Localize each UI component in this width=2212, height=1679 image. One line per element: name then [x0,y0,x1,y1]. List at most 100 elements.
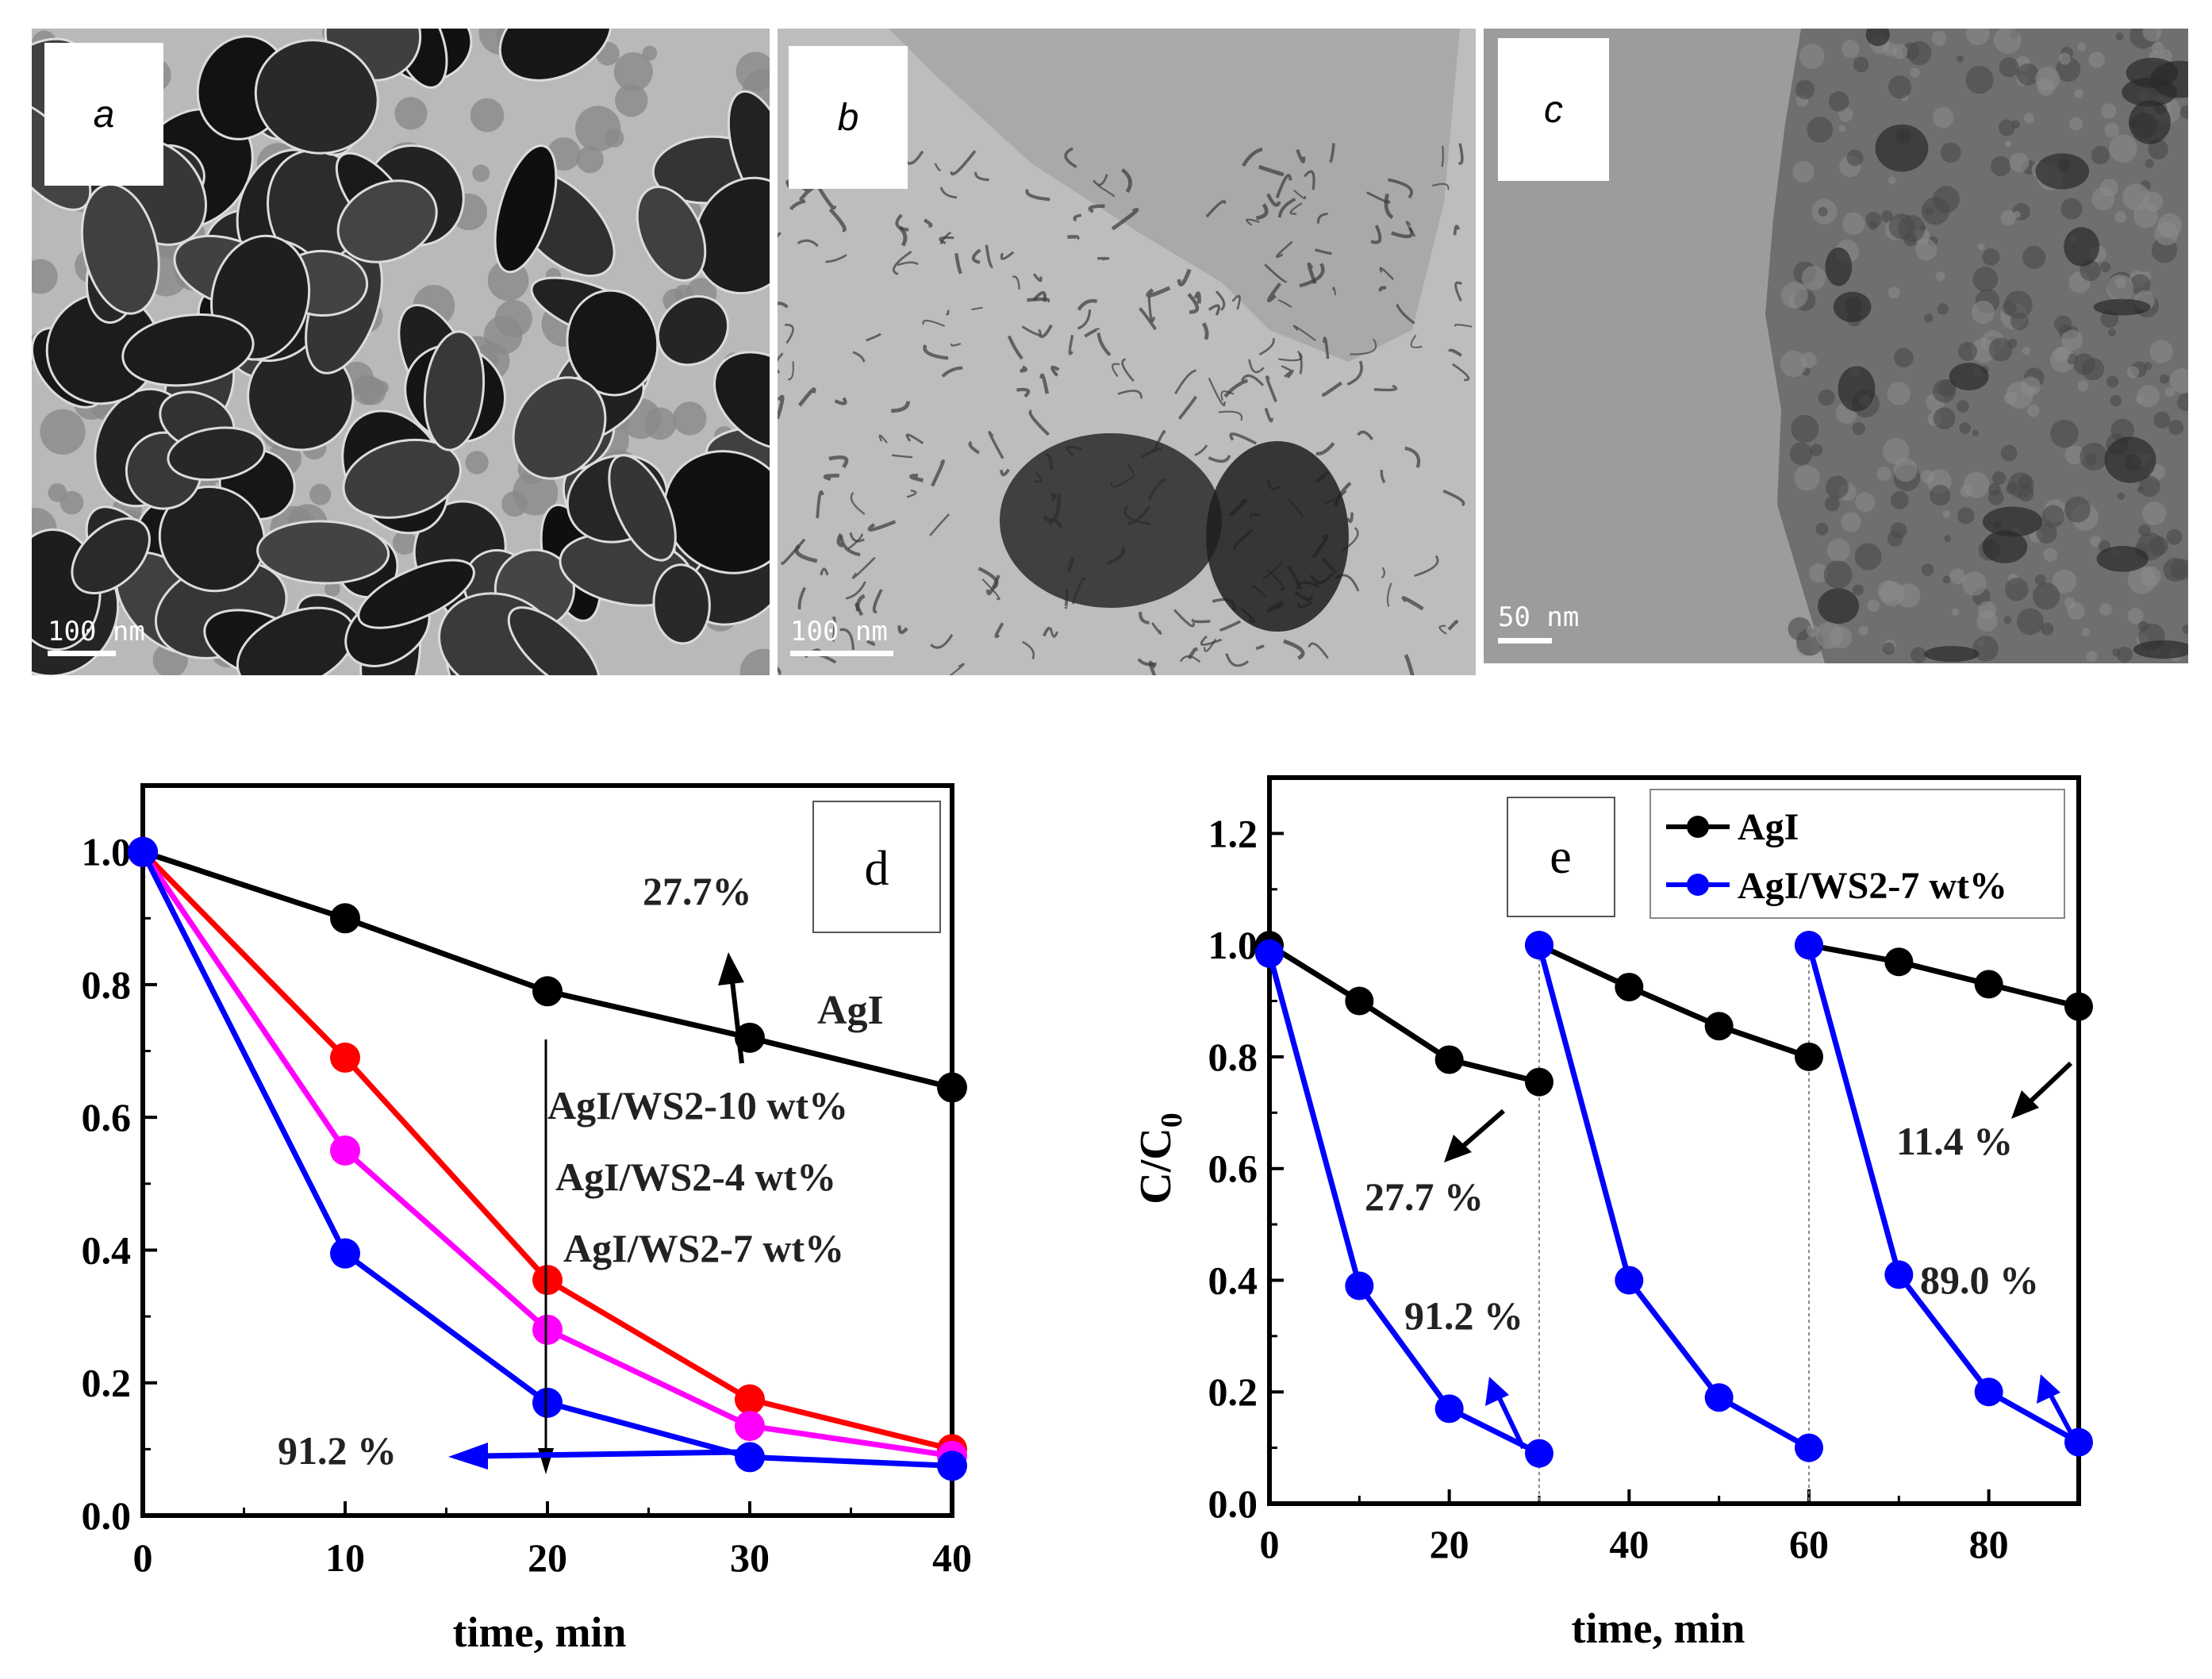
x-axis-label-e: time, min [1572,1604,1745,1652]
sheet-fold [1380,470,1386,484]
sheet-fold [1174,369,1197,394]
texture-grain [2016,63,2039,86]
texture-grain [2112,647,2121,657]
texture-grain [2107,328,2116,337]
sheet-fold [1281,365,1292,371]
texture-grain [1890,490,1909,509]
sheet-fold [1229,432,1257,445]
sheet-fold [1043,626,1050,637]
y-tick-label: 0.8 [82,962,132,1007]
texture-grain [2090,536,2102,548]
nanoparticle [636,186,707,282]
data-point [1795,1433,1823,1462]
sheet-fold [974,171,989,182]
sheet-fold [1139,307,1158,331]
texture-grain [1893,458,1918,482]
sheet-fold [1258,337,1275,355]
sheet-fold [1448,348,1462,357]
sheet-fold [1147,297,1156,322]
sheet-fold [1137,658,1158,667]
sheet-fold [1388,178,1413,199]
data-point [735,1411,765,1442]
nanoparticle [254,39,379,155]
sheet-fold [1315,248,1332,256]
sheet-fold [1208,455,1231,463]
texture-grain [1892,44,1908,60]
texture-grain [2034,574,2046,586]
x-tick-label: 30 [730,1535,770,1580]
sheet-fold [939,186,958,199]
tem-image-c: c 50 nm [1484,29,2188,663]
data-point [532,1265,563,1296]
sheet-fold [1447,620,1458,631]
texture-grain [2064,445,2084,465]
texture-grain [1895,583,1921,608]
sheet-fold [988,431,1004,459]
sheet-fold [1299,263,1325,288]
agi-particle [1924,646,1980,663]
texture-grain [1809,563,1829,583]
sheet-fold [816,184,837,210]
data-point [330,1238,360,1269]
nanoparticle [608,454,677,562]
texture-grain [1942,509,1951,518]
annotation-91.2: 91.2 % [278,1428,397,1473]
y-tick-label: 0.0 [82,1493,132,1538]
texture-grain [1930,484,1951,506]
sheet-fold [1454,281,1463,302]
sheet-fold [1396,303,1415,325]
data-point [1795,931,1823,960]
nanoparticle [512,376,607,480]
x-tick-label: 10 [325,1535,365,1580]
texture-grain [1876,467,1891,481]
sheet-fold [1223,378,1249,398]
sheet-fold [828,208,847,232]
y-tick-label: 1.0 [82,830,132,874]
texture-grain [2016,608,2044,636]
sheet-fold [1386,582,1392,607]
sheet-fold [1193,291,1201,304]
texture-grain [1944,535,1952,543]
series-line [1806,944,2080,1445]
texture-grain [2027,404,2040,417]
sheet-fold [1220,390,1235,402]
texture-grain [2013,210,2021,219]
arrow-agi-line [729,974,744,1064]
texture-grain [1842,212,1865,236]
small-particle [351,375,382,405]
texture-grain [2149,340,2173,363]
y-tick-label: 0.4 [1208,1258,1258,1302]
small-particle [735,52,770,91]
texture-grain [1972,429,1979,436]
sheet-fold [1032,290,1047,302]
annotation-27.7: 27.7% [643,869,752,913]
sheet-fold [1148,660,1157,675]
texture-grain [2137,385,2160,408]
y-tick-label: 0.2 [1208,1370,1258,1414]
sheet-fold [934,163,942,171]
texture-grain [1818,389,1835,406]
sheet-fold [1381,567,1385,579]
texture-grain [1824,496,1840,512]
sheet-fold [845,581,866,600]
texture-grain [2006,381,2033,409]
texture-grain [1915,239,1937,261]
texture-grain [2041,622,2054,636]
sheet-fold [1266,193,1281,207]
sheet-fold [852,351,866,363]
sheet-fold [950,150,977,176]
legend-marker-agi [1687,816,1709,838]
texture-grain [2142,29,2162,42]
data-point [1345,986,1374,1016]
sheet-fold [1366,191,1391,204]
texture-grain [1887,176,1896,185]
sheet-fold [1025,188,1050,202]
texture-grain [2169,368,2188,394]
texture-grain [1999,57,2019,78]
sheet-fold [1373,384,1398,392]
data-point [532,1314,563,1345]
texture-grain [1910,67,1920,78]
texture-grain [1795,79,1815,100]
series-line [1266,952,1541,1456]
series-label-ws2-10: AgI/WS2-10 wt% [547,1083,848,1128]
